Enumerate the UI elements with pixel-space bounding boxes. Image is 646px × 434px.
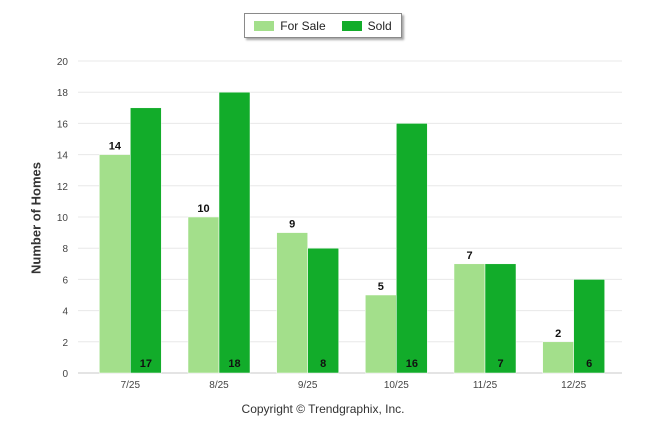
bar-for-sale xyxy=(453,263,486,374)
bar-for-sale xyxy=(187,216,220,374)
bar-sold xyxy=(484,263,517,374)
copyright-credit: Copyright © Trendgraphix, Inc. xyxy=(241,402,405,416)
bar-for-sale xyxy=(365,294,397,374)
bar-for-sale xyxy=(99,154,131,374)
x-tick-label: 8/25 xyxy=(209,380,229,391)
y-axis-label: Number of Homes xyxy=(28,162,44,274)
bar-sold xyxy=(573,279,605,374)
bar-sold xyxy=(130,107,162,374)
legend: For Sale Sold xyxy=(244,13,402,38)
y-axis-ticks: 0 2 4 6 8 10 12 14 16 18 20 xyxy=(57,57,69,380)
bar-for-sale xyxy=(276,232,308,374)
sold-swatch xyxy=(341,20,362,31)
legend-item-sold[interactable]: Sold xyxy=(341,18,392,33)
bar-sold xyxy=(218,91,251,374)
y-tick-label: 16 xyxy=(57,119,69,130)
y-tick-label: 20 xyxy=(57,57,69,68)
data-label-for-sale: 14 xyxy=(109,141,122,153)
data-label-for-sale: 10 xyxy=(197,203,209,215)
bar-sold xyxy=(307,247,339,374)
x-tick-label: 11/25 xyxy=(473,380,498,391)
bar-for-sale xyxy=(542,341,574,374)
data-label-for-sale: 2 xyxy=(555,328,561,340)
data-label-sold: 7 xyxy=(497,358,503,370)
bar-sold xyxy=(396,123,428,374)
x-tick-label: 9/25 xyxy=(298,380,318,391)
for-sale-swatch xyxy=(254,20,275,31)
y-tick-label: 8 xyxy=(62,244,68,255)
data-label-sold: 6 xyxy=(586,358,592,370)
y-tick-label: 12 xyxy=(57,182,69,193)
x-tick-label: 10/25 xyxy=(384,380,409,391)
y-tick-label: 14 xyxy=(57,151,69,162)
legend-label-sold: Sold xyxy=(367,18,392,33)
x-tick-label: 12/25 xyxy=(561,380,586,391)
legend-label-for-sale: For Sale xyxy=(280,18,326,33)
data-label-sold: 17 xyxy=(140,358,152,370)
data-label-sold: 18 xyxy=(228,358,240,370)
data-label-for-sale: 5 xyxy=(378,281,384,293)
legend-item-for-sale[interactable]: For Sale xyxy=(254,18,326,33)
y-tick-label: 0 xyxy=(62,369,68,380)
data-label-for-sale: 9 xyxy=(289,219,295,231)
x-axis-ticks: 7/25 8/25 9/25 10/25 11/25 12/25 xyxy=(121,380,587,391)
data-label-sold: 16 xyxy=(406,358,418,370)
data-label-sold: 8 xyxy=(320,358,326,370)
y-tick-label: 6 xyxy=(62,275,68,286)
y-tick-label: 2 xyxy=(62,338,68,349)
x-tick-label: 7/25 xyxy=(121,380,141,391)
y-tick-label: 18 xyxy=(57,88,69,99)
y-tick-label: 4 xyxy=(62,307,68,318)
data-label-for-sale: 7 xyxy=(466,250,472,262)
data-labels: 14 17 10 18 9 8 5 16 7 7 2 6 xyxy=(109,141,593,370)
bars xyxy=(99,91,605,374)
y-tick-label: 10 xyxy=(57,213,69,224)
grid-lines xyxy=(78,60,622,374)
